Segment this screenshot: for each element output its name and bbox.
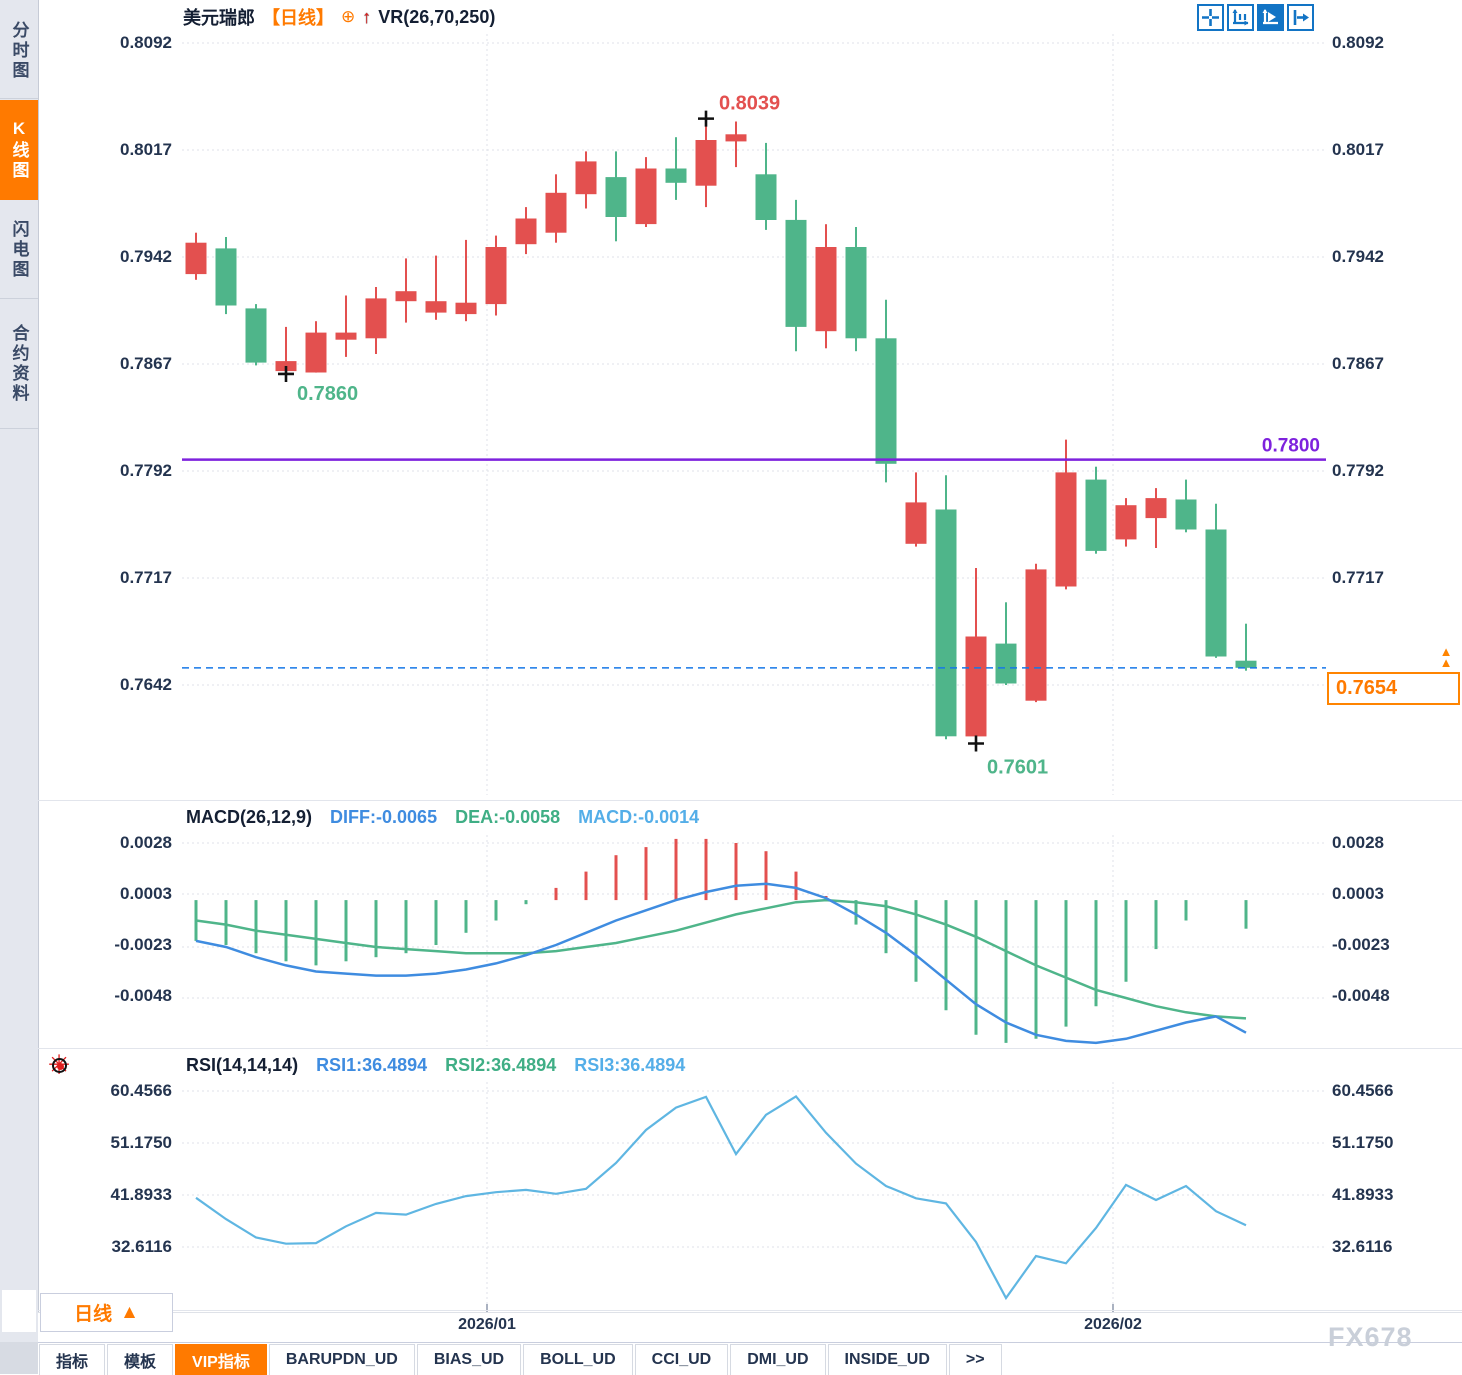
axis-label: 0.7942	[120, 247, 172, 266]
axis-label: 0.7717	[1332, 568, 1384, 587]
axis-label: 0.8092	[1332, 33, 1384, 52]
chart-toolbar	[1197, 4, 1314, 31]
axis-label: 0.8092	[120, 33, 172, 52]
overlay-indicator-label: VR(26,70,250)	[378, 6, 496, 27]
sidebar-item-4[interactable]: 合约资料	[0, 300, 38, 429]
indicator-tab-9[interactable]: INSIDE_UD	[827, 1344, 947, 1375]
rsi2-value: RSI2:36.4894	[445, 1055, 557, 1075]
axis-label: -0.0048	[1332, 986, 1390, 1005]
rsi1-value: RSI1:36.4894	[316, 1055, 428, 1075]
period-tag: 【日线】	[262, 8, 334, 28]
rsi-header: RSI(14,14,14) RSI1:36.4894 RSI2:36.4894 …	[186, 1055, 685, 1076]
axis-label: 0.7942	[1332, 247, 1384, 266]
panel-separator	[38, 1048, 1462, 1049]
indicator-tab-7[interactable]: CCI_UD	[634, 1344, 729, 1375]
sidebar-item-1[interactable]: 分时图	[0, 4, 38, 99]
axis-label: 41.8933	[110, 1185, 172, 1204]
svg-text:0.7800: 0.7800	[1262, 436, 1320, 457]
watermark: FX678	[1328, 1322, 1413, 1352]
axis-label: 0.7867	[120, 354, 172, 373]
current-price-value: 0.7654	[1336, 677, 1398, 699]
axis-label: 51.1750	[110, 1133, 172, 1152]
indicator-tab-8[interactable]: DMI_UD	[730, 1344, 826, 1375]
axis-label: 60.4566	[110, 1081, 172, 1100]
axis-label: 0.7717	[120, 568, 172, 587]
axis-label: 0.7867	[1332, 354, 1384, 373]
panel-separator	[38, 800, 1462, 801]
indicator-settings-icon[interactable]: ✳	[44, 1050, 74, 1080]
axis-label: -0.0023	[1332, 935, 1390, 954]
tabbar-corner	[0, 1342, 38, 1374]
svg-text:0.7860: 0.7860	[297, 383, 358, 405]
price-up-arrow-icon: ▲ ▲	[1439, 644, 1453, 670]
indicator-tab-4[interactable]: BARUPDN_UD	[268, 1344, 415, 1375]
chart-header: 美元瑞郎 【日线】 ⊕ ↑ VR(26,70,250)	[183, 4, 495, 30]
indicator-tab-5[interactable]: BIAS_UD	[416, 1344, 522, 1375]
crosshair-move-icon[interactable]	[1197, 4, 1224, 31]
axis-label: 0.0028	[120, 833, 172, 852]
time-axis-label: 2026/02	[1084, 1316, 1142, 1333]
up-arrow-icon[interactable]: ↑	[362, 6, 372, 27]
axis-label: 0.7792	[1332, 461, 1384, 480]
time-axis-row	[38, 1312, 1462, 1343]
rsi3-value: RSI3:36.4894	[574, 1055, 686, 1075]
svg-text:0.8039: 0.8039	[719, 93, 780, 115]
indicator-tab-2[interactable]: 模板	[107, 1344, 174, 1375]
sun-ring-icon	[52, 1058, 67, 1073]
axis-label: -0.0023	[114, 935, 172, 954]
axis-label: -0.0048	[114, 986, 172, 1005]
axis-label: 32.6116	[1332, 1237, 1393, 1256]
go-to-latest-icon[interactable]	[1287, 4, 1314, 31]
macd-dea-value: DEA:-0.0058	[455, 807, 561, 827]
axis-label: 0.8017	[1332, 140, 1384, 159]
sidebar-item-3[interactable]: 闪电图	[0, 202, 38, 299]
indicator-tab-1[interactable]: 指标	[39, 1344, 106, 1375]
axis-label: 0.0003	[1332, 884, 1384, 903]
current-price-box: 0.7654	[1327, 672, 1460, 705]
indicator-tab-10[interactable]: >>	[948, 1344, 1002, 1375]
axis-label: 0.7792	[120, 461, 172, 480]
axis-label: 41.8933	[1332, 1185, 1394, 1204]
sidebar-bottom-cell	[2, 1290, 36, 1332]
period-button-label: 日线	[74, 1304, 113, 1325]
axis-label: 0.0003	[120, 884, 172, 903]
macd-diff-value: DIFF:-0.0065	[330, 807, 438, 827]
time-axis-label: 2026/01	[458, 1316, 516, 1333]
indicator-tab-bar: 指标 模板 VIP指标 BARUPDN_UD BIAS_UD BOLL_UD CCI_UD D…	[38, 1342, 1462, 1375]
sidebar-item-2[interactable]: K线图	[0, 100, 38, 200]
circle-plus-icon[interactable]: ⊕	[341, 7, 356, 26]
indicator-tab-6[interactable]: BOLL_UD	[523, 1344, 633, 1375]
axis-label: 0.0028	[1332, 833, 1384, 852]
macd-header: MACD(26,12,9) DIFF:-0.0065 DEA:-0.0058 M…	[186, 807, 699, 828]
axis-label: 32.6116	[111, 1237, 172, 1256]
macd-name: MACD(26,12,9)	[186, 807, 313, 827]
axis-label: 51.1750	[1332, 1133, 1394, 1152]
axis-label: 60.4566	[1332, 1081, 1394, 1100]
macd-macd-value: MACD:-0.0014	[578, 807, 700, 827]
period-dropdown-button[interactable]: 日线 ▲	[40, 1293, 173, 1332]
auto-scale-icon[interactable]	[1257, 4, 1284, 31]
axis-label: 0.7642	[120, 675, 172, 694]
rsi-name: RSI(14,14,14)	[186, 1055, 299, 1075]
axis-label: 0.8017	[120, 140, 172, 159]
panel-separator	[38, 1310, 1462, 1311]
symbol-title: 美元瑞郎	[183, 8, 255, 28]
triangle-up-icon: ▲	[120, 1301, 139, 1323]
axis-scale-icon[interactable]	[1227, 4, 1254, 31]
sidebar: 分时图 K线图 闪电图 合约资料	[0, 0, 39, 1374]
svg-text:0.7601: 0.7601	[987, 756, 1048, 778]
indicator-tab-3[interactable]: VIP指标	[175, 1344, 267, 1375]
sun-dot-icon	[56, 1062, 64, 1070]
